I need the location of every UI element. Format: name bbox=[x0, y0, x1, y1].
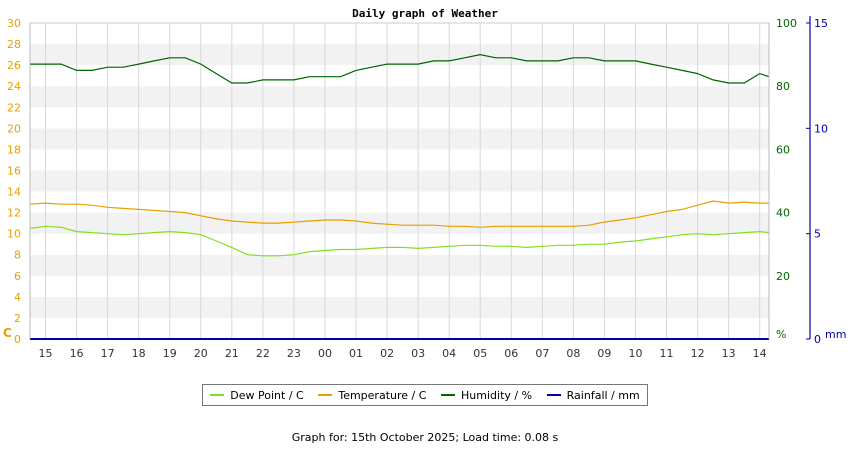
humidity-line bbox=[30, 53, 770, 84]
x-tick-label: 00 bbox=[318, 347, 332, 360]
x-tick-label: 14 bbox=[753, 347, 767, 360]
legend-item-rainfall-mm: Rainfall / mm bbox=[546, 388, 640, 402]
plot-band bbox=[30, 233, 769, 255]
x-tick-label: 09 bbox=[597, 347, 611, 360]
x-tick-label: 21 bbox=[225, 347, 239, 360]
x-tick-label: 23 bbox=[287, 347, 301, 360]
humidity-tick-label: 100 bbox=[776, 17, 797, 30]
humidity-tick-label: 40 bbox=[776, 207, 790, 220]
left-tick-label: 2 bbox=[14, 312, 21, 325]
left-tick-label: 8 bbox=[14, 249, 21, 262]
plot-band bbox=[30, 275, 769, 297]
dew-point-c-line bbox=[29, 225, 770, 257]
humidity-axis-label: % bbox=[776, 328, 786, 341]
x-tick-label: 15 bbox=[39, 347, 53, 360]
rainfall-tick-label: 10 bbox=[814, 122, 828, 135]
x-tick-label: 06 bbox=[504, 347, 518, 360]
humidity-tick-label: 20 bbox=[776, 270, 790, 283]
left-tick-label: 0 bbox=[14, 333, 21, 346]
left-tick-label: 30 bbox=[7, 17, 21, 30]
plot-band bbox=[30, 44, 769, 66]
left-tick-label: 22 bbox=[7, 101, 21, 114]
x-tick-label: 13 bbox=[722, 347, 736, 360]
rainfall-axis: 0 5 10 15 mm bbox=[806, 16, 846, 346]
x-tick-label: 05 bbox=[473, 347, 487, 360]
x-tick-label: 01 bbox=[349, 347, 363, 360]
x-tick-label: 22 bbox=[256, 347, 270, 360]
x-tick-label: 11 bbox=[660, 347, 674, 360]
plot-band bbox=[30, 65, 769, 87]
x-tick-label: 18 bbox=[132, 347, 146, 360]
left-tick-label: 18 bbox=[7, 143, 21, 156]
left-tick-label: 26 bbox=[7, 59, 21, 72]
humidity-axis: 20 40 60 80 100% bbox=[768, 17, 797, 341]
left-tick-label: 16 bbox=[7, 164, 21, 177]
x-axis: 15 16 17 18 19 20 21 22 23 00 01 02 03 04 05 06 07 08 09 10… bbox=[39, 347, 767, 360]
left-tick-label: 14 bbox=[7, 186, 21, 199]
plot-band bbox=[30, 107, 769, 129]
left-tick-label: 4 bbox=[14, 291, 21, 304]
x-tick-label: 20 bbox=[194, 347, 208, 360]
x-tick-label: 03 bbox=[411, 347, 425, 360]
plot-band bbox=[30, 317, 769, 339]
plot-bands bbox=[30, 23, 769, 339]
x-tick-label: 02 bbox=[380, 347, 394, 360]
plot-band bbox=[30, 128, 769, 150]
rainfall-axis-label: mm bbox=[825, 328, 846, 341]
humidity-tick-label: 80 bbox=[776, 80, 790, 93]
legend-swatch bbox=[210, 394, 225, 396]
left-tick-label: 6 bbox=[14, 270, 21, 283]
x-tick-label: 19 bbox=[163, 347, 177, 360]
legend-label: Rainfall / mm bbox=[566, 388, 640, 402]
plot-band bbox=[30, 296, 769, 318]
left-tick-label: 24 bbox=[7, 80, 21, 93]
legend-swatch bbox=[546, 394, 561, 396]
legend-label: Dew Point / C bbox=[230, 388, 304, 402]
legend: Dew Point / C Temperature / C Humidity / %… bbox=[202, 384, 648, 406]
footer-status: Graph for: 15th October 2025; Load time:… bbox=[291, 431, 559, 444]
plot-band bbox=[30, 191, 769, 213]
rainfall-tick-label: 15 bbox=[814, 17, 828, 30]
x-tick-label: 12 bbox=[691, 347, 705, 360]
plot-band bbox=[30, 23, 769, 45]
x-tick-label: 04 bbox=[442, 347, 456, 360]
legend-item-humidity: Humidity / % bbox=[441, 389, 532, 402]
left-tick-label: 28 bbox=[7, 38, 21, 51]
left-tick-label: 10 bbox=[7, 228, 21, 241]
temperature-c-line bbox=[29, 200, 769, 228]
humidity-tick-label: 60 bbox=[776, 143, 790, 156]
x-tick-label: 08 bbox=[566, 347, 580, 360]
legend-label: Temperature / C bbox=[338, 388, 427, 402]
plot-band bbox=[30, 149, 769, 171]
left-tick-label: 20 bbox=[7, 122, 21, 135]
legend-item-dew-point-c: Dew Point / C bbox=[210, 388, 304, 402]
plot-band bbox=[30, 170, 769, 192]
left-axis-label: C bbox=[3, 326, 12, 340]
x-tick-label: 07 bbox=[535, 347, 549, 360]
vertical-gridlines bbox=[45, 23, 761, 339]
series-layer bbox=[29, 53, 770, 340]
x-tick-label: 17 bbox=[101, 347, 115, 360]
x-tick-label: 10 bbox=[628, 347, 642, 360]
plot-band bbox=[30, 212, 769, 234]
legend-swatch bbox=[318, 394, 333, 396]
chart-title: Daily graph of Weather bbox=[352, 7, 498, 20]
rainfall-tick-label: 5 bbox=[814, 228, 821, 241]
legend-item-temperature-c: Temperature / C bbox=[318, 389, 426, 402]
weather-chart: Daily graph of Weather 02468101214161820… bbox=[3, 7, 846, 360]
plot-band bbox=[30, 254, 769, 276]
legend-label: Humidity / % bbox=[461, 388, 533, 402]
plot-band bbox=[30, 86, 769, 108]
x-tick-label: 16 bbox=[70, 347, 84, 360]
rainfall-tick-label: 0 bbox=[814, 333, 821, 346]
legend-swatch bbox=[441, 394, 456, 396]
left-tick-label: 12 bbox=[7, 207, 21, 220]
